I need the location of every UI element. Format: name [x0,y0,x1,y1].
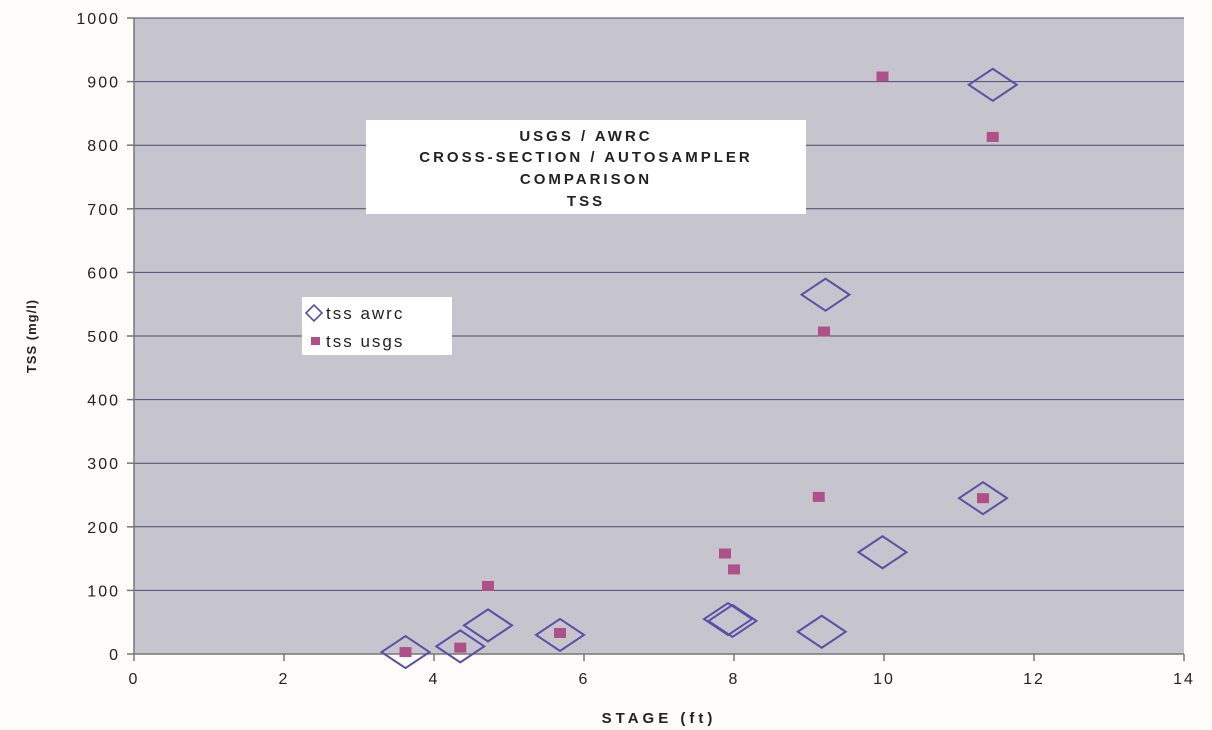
y-tick-label: 900 [87,75,120,92]
y-tick-label: 1000 [76,11,120,28]
point-tss-usgs [399,647,412,658]
point-tss-usgs [876,71,889,82]
x-tick-label: 0 [129,671,140,688]
point-tss-usgs [986,131,999,142]
x-tick-label: 12 [1023,671,1045,688]
gridlines [134,17,1184,591]
x-tick-label: 14 [1173,671,1195,688]
series-tss-awrc [379,67,1019,670]
y-tick-label: 200 [87,520,120,537]
point-tss-awrc [966,67,1019,102]
x-tick-label: 6 [579,671,590,688]
x-axis-title: STAGE (ft) [602,710,717,727]
point-tss-awrc [795,614,848,649]
legend-diamond-icon [304,303,324,323]
x-axis-ticks: 0 2 4 6 8 10 12 14 [129,654,1195,688]
title-line-1: USGS / AWRC [519,128,652,145]
point-tss-awrc [434,629,487,664]
legend-background [302,297,452,355]
point-tss-usgs [719,548,731,559]
legend: tss awrc tss usgs [302,297,452,355]
y-tick-label: 100 [87,583,120,600]
point-tss-awrc [957,480,1009,516]
point-tss-awrc [706,603,759,639]
y-tick-label: 400 [87,393,120,410]
x-tick-label: 8 [729,671,740,688]
y-tick-label: 0 [109,647,120,664]
point-tss-awrc [534,617,586,653]
point-tss-usgs [977,493,989,504]
point-tss-awrc [462,608,514,643]
title-line-2: CROSS-SECTION / AUTOSAMPLER [419,149,753,166]
point-tss-usgs [554,628,566,639]
title-line-3: COMPARISON [520,171,652,188]
point-tss-awrc [379,634,432,670]
legend-square-icon [311,337,320,345]
y-axis-title: TSS (mg/l) [24,299,39,373]
point-tss-usgs [728,564,740,575]
title-background [366,120,806,214]
series-tss-usgs [399,71,999,658]
y-axis-ticks: 0 100 200 300 400 500 600 700 800 900 1000 [76,11,134,664]
point-tss-usgs [812,491,825,502]
point-tss-usgs [818,326,830,337]
chart-title: USGS / AWRC CROSS-SECTION / AUTOSAMPLER … [366,120,806,214]
y-tick-label: 500 [87,329,120,346]
point-tss-awrc [856,535,909,570]
point-tss-awrc [799,277,852,312]
y-tick-label: 800 [87,138,120,155]
x-tick-label: 2 [279,671,290,688]
x-tick-label: 4 [429,671,440,688]
title-line-4: TSS [567,193,605,210]
legend-label-awrc: tss awrc [326,304,404,323]
y-tick-label: 600 [87,265,120,282]
y-tick-label: 300 [87,456,120,473]
y-tick-label: 700 [87,202,120,219]
point-tss-usgs [454,642,467,653]
x-tick-label: 10 [873,671,895,688]
legend-label-usgs: tss usgs [326,332,404,351]
point-tss-usgs [482,580,494,591]
